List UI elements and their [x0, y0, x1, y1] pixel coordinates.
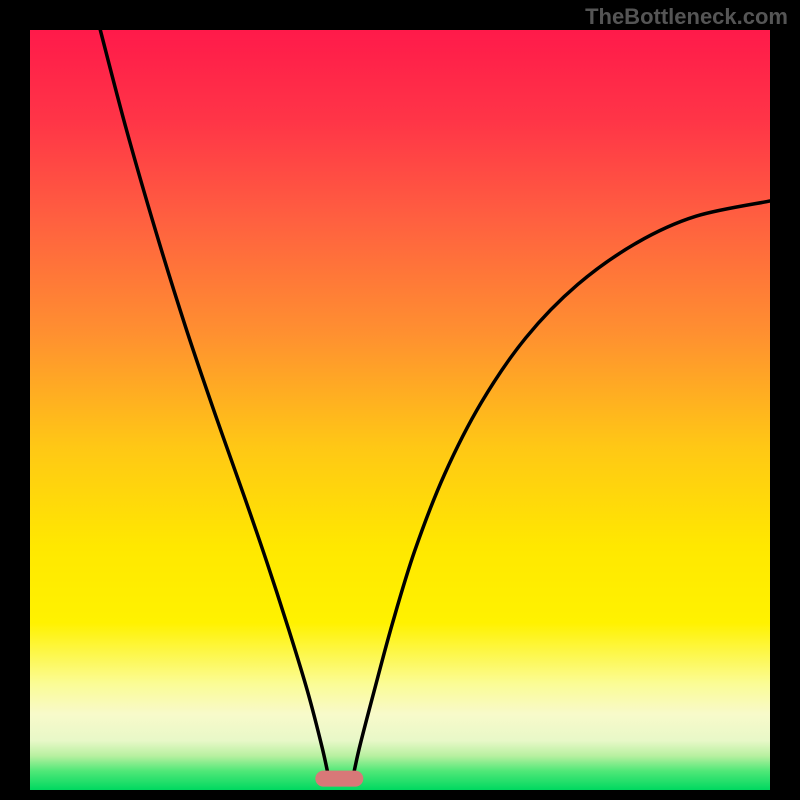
bottleneck-curve-chart [0, 0, 800, 800]
chart-container: TheBottleneck.com [0, 0, 800, 800]
optimal-point-marker [315, 771, 363, 787]
watermark-text: TheBottleneck.com [585, 4, 788, 30]
